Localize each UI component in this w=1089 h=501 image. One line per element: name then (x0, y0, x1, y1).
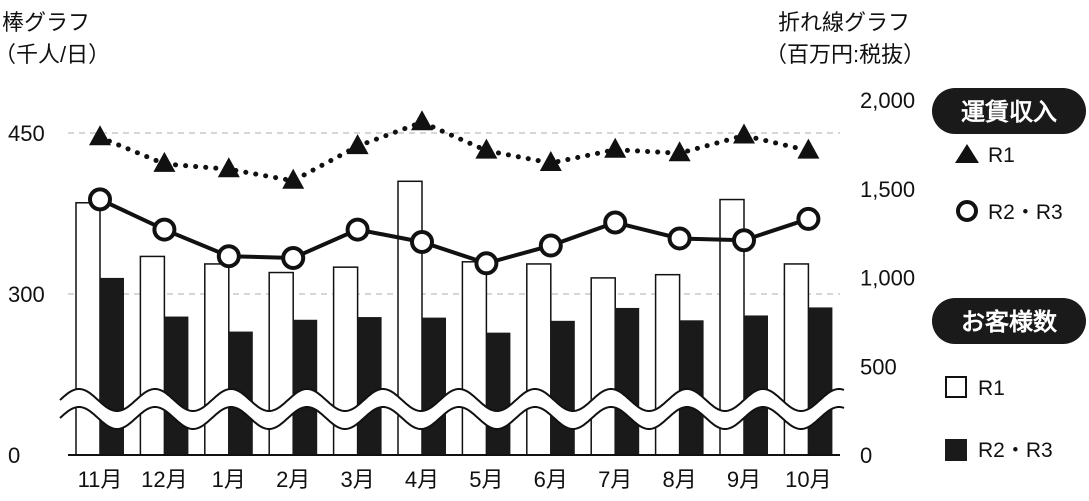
bar-r1 (654, 273, 681, 456)
x-tick-label: 12月 (141, 467, 187, 492)
point-r2r3 (732, 228, 756, 253)
bar-r1 (204, 263, 230, 456)
x-tick-label: 6月 (534, 467, 568, 492)
point-r1 (89, 125, 111, 146)
point-r1 (282, 168, 305, 189)
legend-white-box (945, 376, 967, 398)
point-r1 (604, 137, 627, 158)
right-tick-label: 0 (860, 443, 872, 468)
point-r1 (668, 141, 691, 162)
x-tick-label: 5月 (469, 467, 503, 492)
bar-r1 (461, 261, 488, 456)
right-tick-label: 1,500 (860, 177, 915, 202)
legend-circle-marker (956, 200, 978, 222)
bar-r2r3 (808, 307, 833, 455)
x-tick-label: 2月 (276, 467, 310, 492)
point-r2r3 (152, 217, 177, 242)
x-tick-label: 11月 (78, 467, 123, 492)
bar-r1 (139, 255, 166, 456)
left-tick-label: 300 (8, 282, 45, 307)
x-tick-label: 4月 (405, 467, 439, 492)
x-tick-label: 1月 (212, 467, 246, 492)
point-r2r3 (603, 210, 628, 235)
bar-r1 (526, 263, 552, 456)
x-tick-labels: 11月 12月 1月 2月 3月 4月 5月 6月 7月 8月 9月 10月 (78, 467, 832, 492)
point-r1 (539, 151, 562, 172)
bar-r2r3 (550, 320, 575, 455)
point-r2r3 (796, 206, 821, 231)
point-r2r3 (667, 226, 692, 251)
right-axis-title-line1: 折れ線グラフ (778, 10, 910, 35)
point-r1 (733, 123, 755, 144)
bar-r2r3 (486, 332, 511, 455)
legend-passenger-r1-label: R1 (978, 377, 1005, 400)
bar-r1 (590, 277, 616, 456)
point-r2r3 (538, 233, 563, 258)
left-axis-title-line1: 棒グラフ (2, 10, 90, 35)
left-tick-label: 450 (8, 121, 45, 146)
point-r1 (475, 138, 498, 159)
legend-revenue-title: 運賃収入 (961, 98, 1057, 126)
x-tick-label: 8月 (662, 467, 696, 492)
legend-triangle-marker (955, 144, 979, 163)
x-tick-label: 7月 (598, 467, 632, 492)
point-r2r3 (88, 187, 112, 212)
point-r1 (411, 110, 433, 131)
point-r2r3 (281, 245, 306, 270)
legend-black-box (945, 439, 967, 461)
legend-revenue-pill (932, 88, 1086, 134)
point-r1 (153, 151, 176, 172)
bar-r2r3 (679, 320, 704, 455)
axis-break-wave-bottom (59, 406, 845, 430)
x-tick-label: 3月 (340, 467, 374, 492)
left-axis-title-line2: （千人/日） (0, 42, 110, 67)
axis-break (60, 389, 845, 429)
point-r1 (217, 157, 240, 178)
left-tick-label: 0 (8, 443, 20, 468)
legend-passenger-r2r3-label: R2・R3 (978, 439, 1053, 462)
bar-r2r3 (357, 317, 382, 455)
bar-r2r3 (744, 315, 768, 455)
left-tick-labels: 0 300 450 (8, 121, 45, 468)
right-tick-label: 2,000 (860, 88, 915, 113)
point-r2r3 (410, 230, 434, 254)
x-tick-label: 9月 (727, 467, 761, 492)
line-r2r3-path (99, 197, 810, 266)
bar-r2r3 (615, 307, 640, 455)
right-tick-label: 1,000 (860, 266, 915, 291)
right-tick-label: 500 (860, 354, 897, 379)
legend-revenue-r1-label: R1 (988, 144, 1015, 167)
bar-r2r3 (293, 319, 318, 455)
line-r1-path (97, 119, 811, 184)
line-series-r1 (89, 110, 820, 189)
bar-r2r3 (164, 316, 189, 455)
legend-passenger-title: お客様数 (961, 308, 1058, 336)
line-series-r2r3 (88, 187, 821, 276)
point-r2r3 (474, 251, 499, 276)
bar-r2r3 (422, 317, 446, 455)
right-axis-title-line2: （百万円:税抜） (765, 42, 925, 67)
legend-passenger-pill (932, 298, 1086, 344)
right-tick-labels: 0 500 1,000 1,500 2,000 (860, 88, 915, 468)
x-tick-label: 10月 (785, 467, 831, 492)
point-r1 (346, 134, 369, 155)
axis-break-wave-top (59, 388, 845, 412)
point-r2r3 (345, 217, 370, 242)
point-r2r3 (216, 244, 241, 269)
legend-revenue-r2r3-label: R2・R3 (988, 201, 1063, 224)
point-r1 (797, 138, 820, 159)
